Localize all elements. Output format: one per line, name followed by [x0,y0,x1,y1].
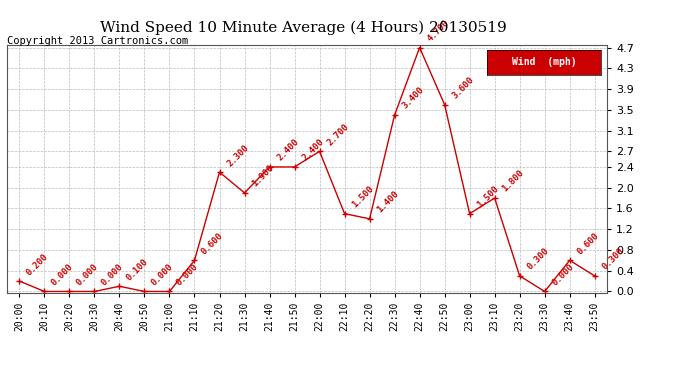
Text: 0.600: 0.600 [200,231,226,256]
Text: 0.300: 0.300 [600,246,626,272]
Text: 3.600: 3.600 [450,75,475,100]
Text: 1.500: 1.500 [475,184,500,210]
Text: 0.600: 0.600 [575,231,600,256]
Text: 2.400: 2.400 [275,137,300,163]
Text: 2.700: 2.700 [325,122,351,147]
Text: 1.800: 1.800 [500,168,526,194]
Text: 0.000: 0.000 [175,262,200,287]
Text: 1.500: 1.500 [350,184,375,210]
Text: 4.700: 4.700 [425,18,451,44]
Text: 0.000: 0.000 [550,262,575,287]
Text: 3.400: 3.400 [400,86,426,111]
Text: 2.400: 2.400 [300,137,326,163]
Text: 0.000: 0.000 [75,262,100,287]
Text: Copyright 2013 Cartronics.com: Copyright 2013 Cartronics.com [7,36,188,46]
Text: 0.300: 0.300 [525,246,551,272]
Text: Wind Speed 10 Minute Average (4 Hours) 20130519: Wind Speed 10 Minute Average (4 Hours) 2… [100,21,507,35]
Text: 1.400: 1.400 [375,189,400,214]
Text: 0.000: 0.000 [150,262,175,287]
Text: 0.000: 0.000 [100,262,126,287]
Text: 0.000: 0.000 [50,262,75,287]
Text: 0.100: 0.100 [125,257,150,282]
Text: 1.900: 1.900 [250,164,275,189]
Text: 0.200: 0.200 [25,252,50,277]
Text: 2.300: 2.300 [225,142,250,168]
